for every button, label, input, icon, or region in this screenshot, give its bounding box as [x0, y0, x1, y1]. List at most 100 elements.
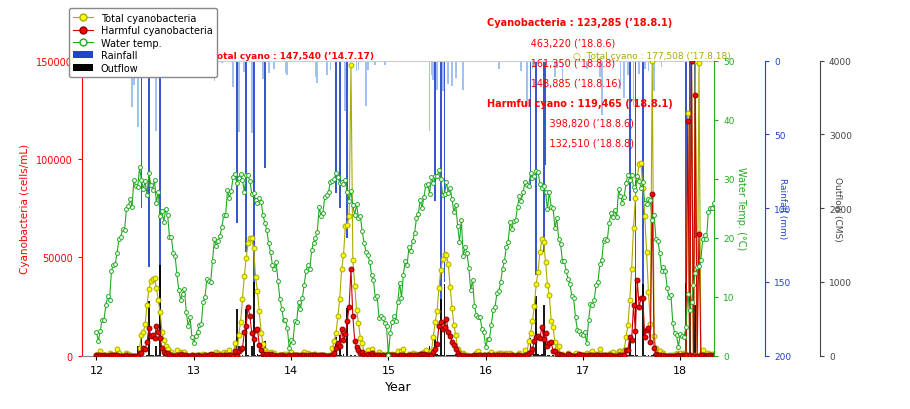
Bar [400, 355, 402, 356]
Bar [317, 355, 318, 356]
Bar [661, 61, 662, 68]
Bar [694, 61, 696, 238]
Bar [554, 61, 556, 78]
Bar [329, 355, 331, 356]
Bar [644, 61, 645, 70]
Bar [384, 61, 386, 66]
Bar [632, 355, 634, 356]
Bar [490, 355, 492, 356]
Bar [232, 355, 234, 356]
Y-axis label: Water Temp. (°C): Water Temp. (°C) [736, 167, 746, 250]
Text: 161,350 (’18.8.8): 161,350 (’18.8.8) [487, 58, 615, 68]
Bar [673, 355, 675, 356]
Bar [541, 354, 542, 356]
Bar [156, 61, 157, 132]
Bar [206, 355, 207, 356]
Bar [436, 61, 438, 90]
Bar [517, 355, 519, 356]
Bar [661, 355, 662, 356]
Bar [627, 61, 629, 76]
Bar [232, 61, 234, 88]
Bar [634, 61, 636, 334]
Bar [156, 346, 157, 356]
Bar [126, 355, 127, 356]
Bar [462, 355, 464, 356]
Bar [569, 355, 571, 356]
Bar [145, 61, 146, 65]
Bar [147, 61, 148, 74]
Bar [296, 355, 298, 356]
Bar [97, 355, 99, 356]
Bar [425, 353, 427, 356]
Bar [225, 353, 227, 356]
Text: 398,820 (’18.8.6): 398,820 (’18.8.6) [487, 119, 633, 128]
Bar [448, 355, 450, 356]
Bar [528, 354, 530, 356]
Bar [214, 355, 216, 356]
Bar [552, 355, 554, 356]
Bar [292, 354, 294, 356]
Bar [581, 354, 582, 356]
Bar [586, 61, 588, 70]
Bar [361, 355, 363, 356]
Bar [676, 355, 677, 356]
Bar [453, 355, 455, 356]
Bar [430, 61, 432, 76]
Bar [148, 61, 150, 267]
Bar [432, 61, 434, 81]
Bar [354, 355, 356, 356]
Bar [519, 355, 521, 356]
Bar [543, 61, 544, 253]
Bar [620, 354, 622, 356]
Bar [273, 61, 275, 70]
Bar [636, 355, 638, 356]
Bar [429, 346, 430, 356]
Bar [262, 61, 264, 79]
Bar [268, 61, 269, 74]
Bar [365, 61, 367, 107]
Bar [358, 61, 359, 71]
Bar [429, 61, 430, 131]
Bar [530, 61, 531, 187]
Bar [629, 336, 631, 356]
Bar [533, 354, 535, 356]
Bar [105, 355, 106, 356]
Bar [150, 61, 152, 72]
Bar [133, 61, 135, 86]
Bar [315, 61, 317, 77]
Bar [163, 355, 165, 356]
Bar [496, 355, 498, 356]
Bar [172, 61, 174, 70]
Bar [136, 61, 138, 128]
Bar [561, 355, 563, 356]
Bar [451, 61, 453, 87]
Bar [685, 61, 687, 348]
Bar [441, 355, 443, 356]
Bar [524, 355, 526, 356]
Bar [434, 336, 436, 356]
Bar [561, 61, 563, 84]
Bar [500, 355, 501, 356]
Bar [257, 354, 258, 356]
Bar [533, 61, 535, 65]
Bar [622, 355, 623, 356]
Bar [251, 61, 253, 134]
Bar [221, 355, 223, 356]
Bar [501, 355, 503, 356]
X-axis label: Year: Year [385, 380, 411, 393]
Bar [223, 355, 225, 356]
Bar [682, 353, 683, 356]
Bar [335, 61, 337, 194]
Bar [602, 355, 604, 356]
Bar [653, 355, 655, 356]
Bar [556, 61, 558, 69]
Bar [99, 355, 101, 356]
Bar [563, 355, 565, 356]
Bar [108, 61, 110, 63]
Bar [131, 61, 133, 108]
Bar [374, 355, 376, 356]
Bar [481, 355, 483, 356]
Bar [131, 355, 133, 356]
Bar [450, 355, 451, 356]
Bar [372, 355, 374, 356]
